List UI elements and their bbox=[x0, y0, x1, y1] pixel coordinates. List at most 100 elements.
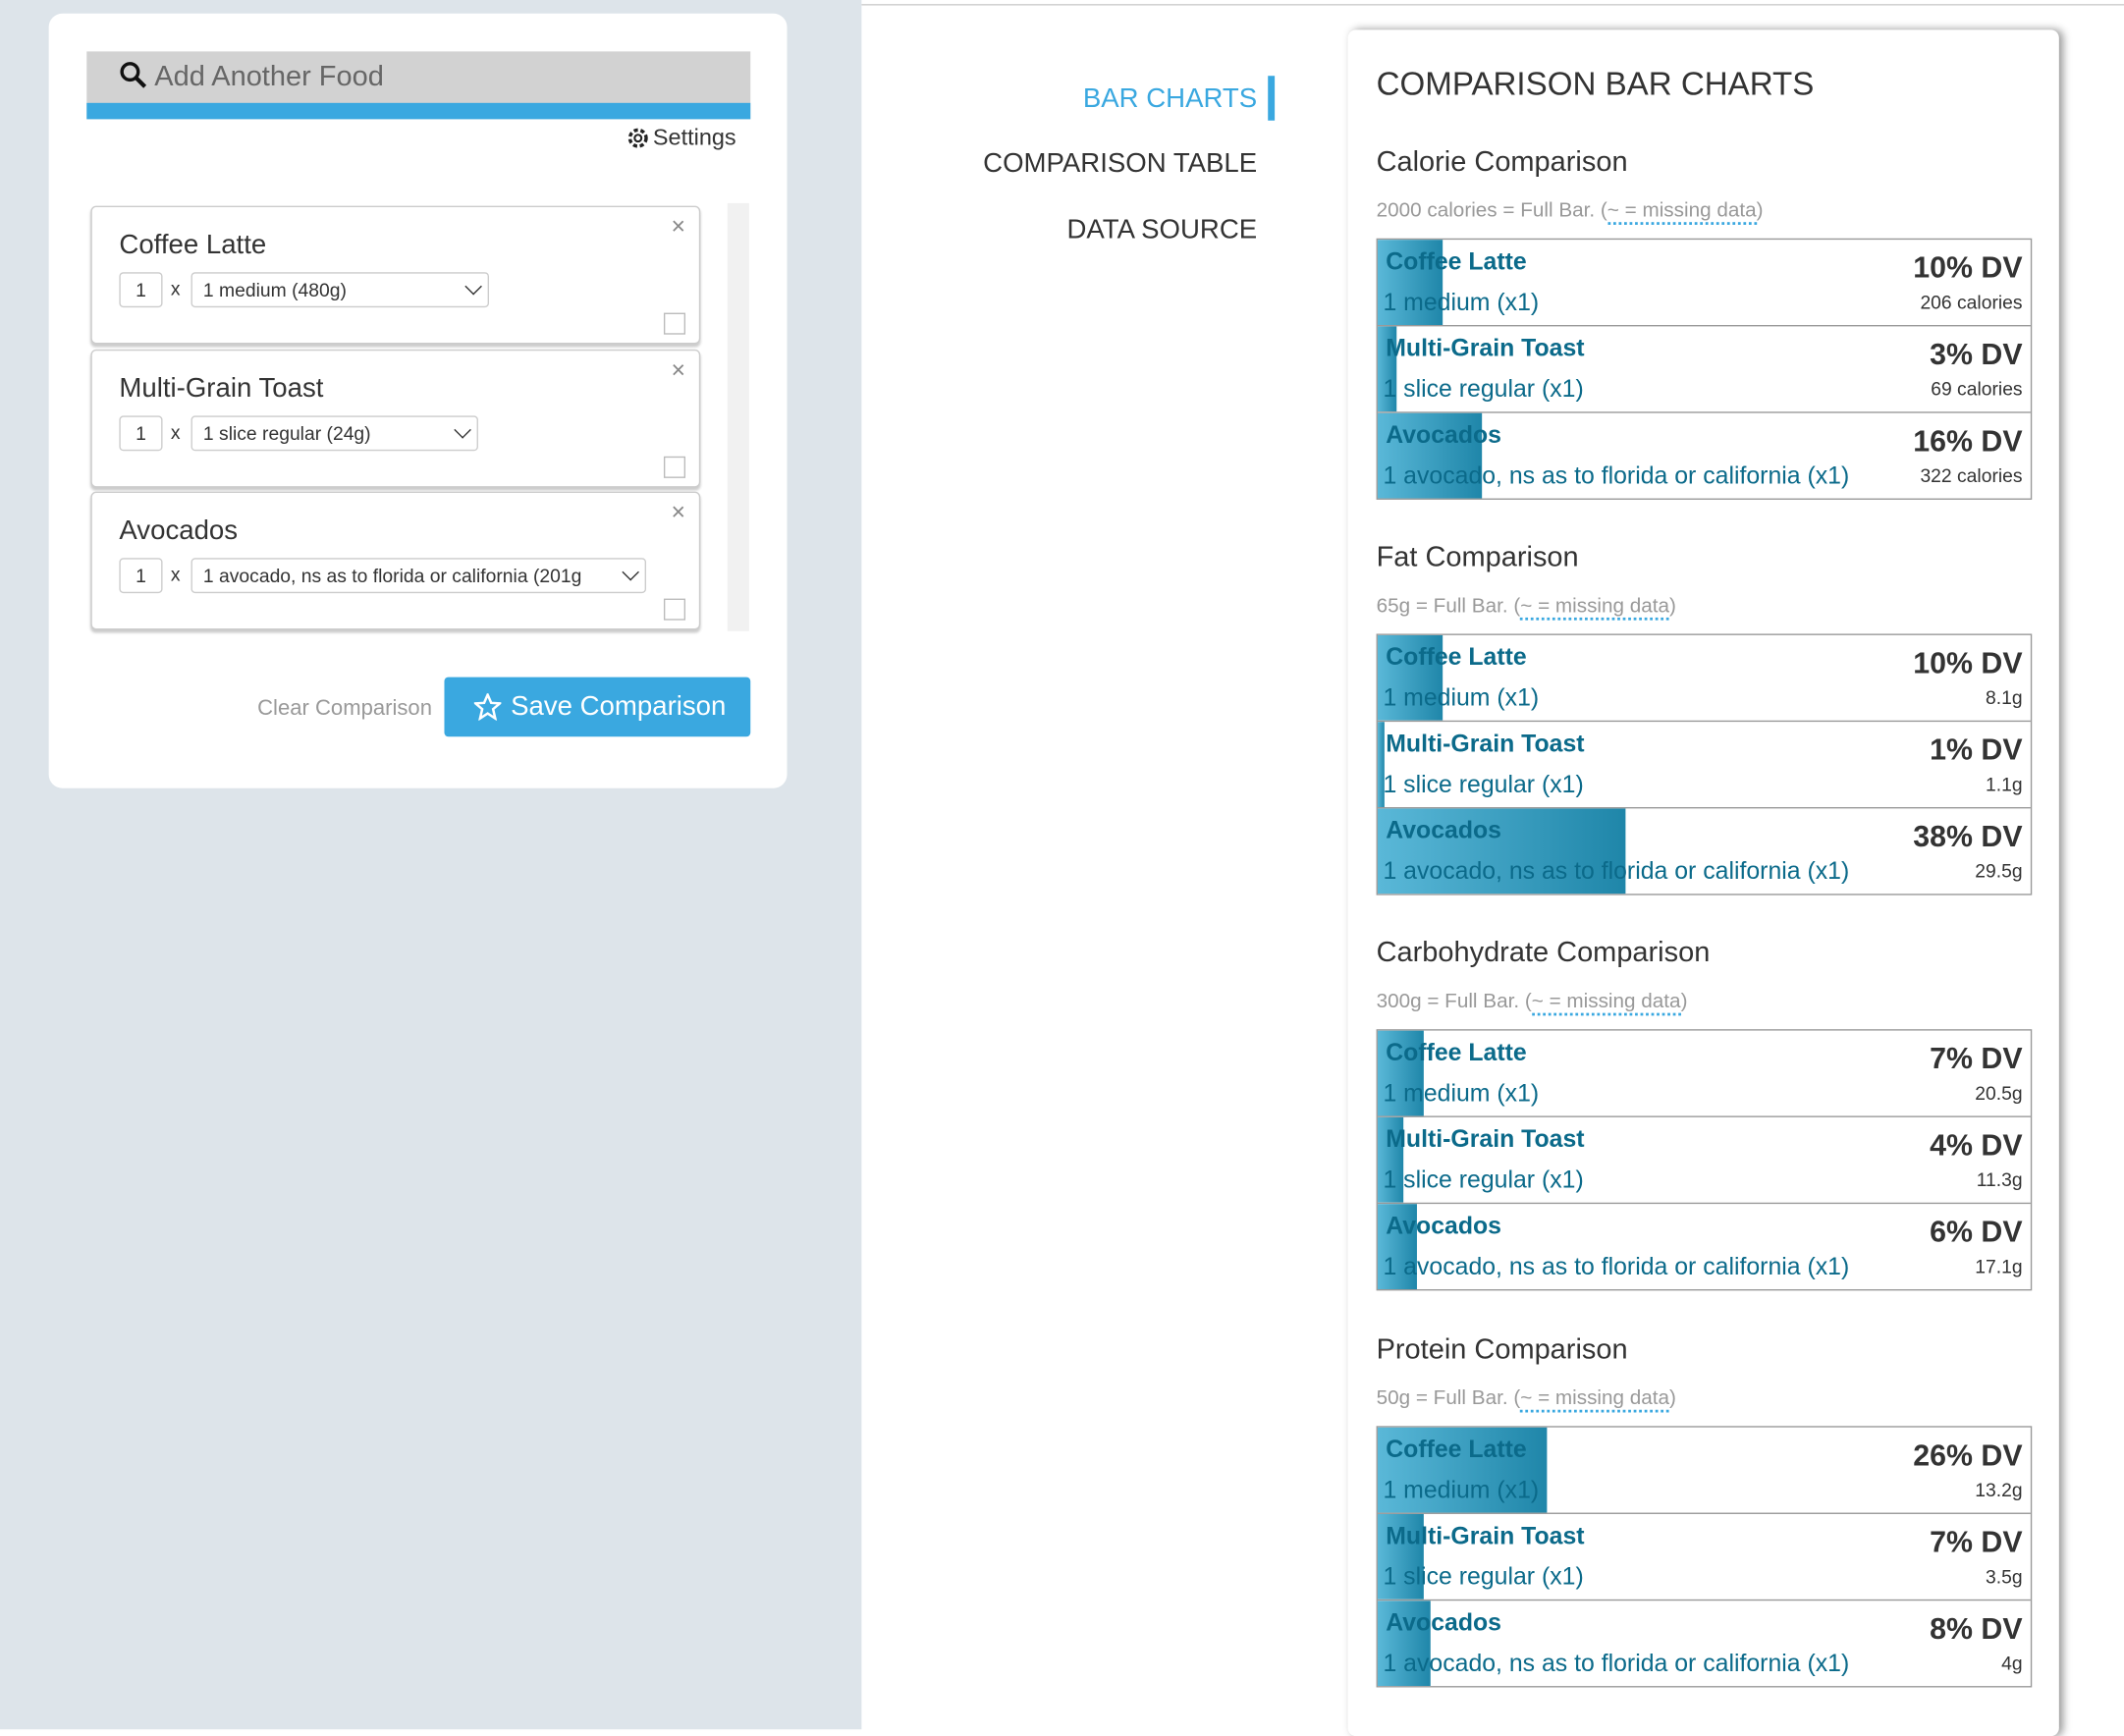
save-button[interactable]: Save Comparison bbox=[444, 677, 751, 737]
serving-label: 1 slice regular (x1) bbox=[1383, 1166, 1584, 1194]
serving-label: 1 avocado, ns as to florida or californi… bbox=[1383, 461, 1850, 489]
bar-row: Coffee Latte 1 medium (x1) 7% DV 20.5g bbox=[1377, 1030, 2031, 1116]
food-name: Avocados bbox=[1386, 420, 1501, 449]
amount-label: 3.5g bbox=[1986, 1565, 2023, 1588]
divider bbox=[861, 4, 2124, 6]
remove-button[interactable]: × bbox=[671, 498, 686, 526]
food-name: Multi-Grain Toast bbox=[1386, 1125, 1585, 1153]
bar-table: Coffee Latte 1 medium (x1) 10% DV 206 calor… bbox=[1376, 238, 2033, 500]
food-name: Coffee Latte bbox=[1386, 1038, 1527, 1066]
serving-label: 1 medium (x1) bbox=[1383, 683, 1540, 712]
section-title: Fat Comparison bbox=[1376, 541, 1579, 573]
bar-table: Coffee Latte 1 medium (x1) 10% DV 8.1g Multi… bbox=[1376, 633, 2033, 895]
save-label: Save Comparison bbox=[511, 691, 727, 723]
star-icon bbox=[473, 693, 502, 721]
times-sign: x bbox=[170, 563, 181, 585]
amount-label: 11.3g bbox=[1976, 1168, 2023, 1191]
bar-table: Coffee Latte 1 medium (x1) 7% DV 20.5g Multi… bbox=[1376, 1029, 2033, 1291]
amount-label: 4g bbox=[2001, 1652, 2023, 1674]
section-title: Protein Comparison bbox=[1376, 1333, 1628, 1366]
serving-label: 1 slice regular (x1) bbox=[1383, 375, 1584, 403]
dv-bar bbox=[1377, 1116, 1404, 1203]
bar-row: Avocados 1 avocado, ns as to florida or c… bbox=[1377, 411, 2031, 499]
amount-label: 20.5g bbox=[1975, 1081, 2023, 1105]
dv-bar bbox=[1377, 1427, 1548, 1513]
nav-link[interactable]: DATA SOURCE bbox=[1066, 215, 1258, 245]
food-name: Avocados bbox=[1386, 816, 1501, 844]
bar-row: Avocados 1 avocado, ns as to florida or c… bbox=[1377, 807, 2031, 895]
scrollbar[interactable] bbox=[727, 202, 749, 631]
dv-label: 8% DV bbox=[1930, 1611, 2023, 1646]
serving-select[interactable]: 1 medium (480g) bbox=[191, 272, 489, 308]
amount-label: 206 calories bbox=[1920, 291, 2023, 313]
settings-link[interactable]: Settings bbox=[652, 124, 736, 151]
note-text: ) bbox=[1756, 198, 1764, 223]
food-item: Avocados 1 x 1 avocado, ns as to florida or… bbox=[90, 491, 701, 630]
note-text: ) bbox=[1669, 1386, 1676, 1410]
missing-data-link[interactable]: ~ = missing data bbox=[1607, 198, 1757, 225]
dv-label: 26% DV bbox=[1913, 1438, 2023, 1473]
dv-bar bbox=[1377, 1513, 1424, 1600]
search-box[interactable]: Add Another Food bbox=[86, 51, 751, 120]
open-link-icon[interactable] bbox=[663, 456, 686, 478]
section-title: Calorie Comparison bbox=[1376, 145, 1628, 178]
dv-bar bbox=[1377, 1204, 1417, 1289]
open-link-icon[interactable] bbox=[663, 312, 686, 335]
dv-bar bbox=[1377, 1600, 1431, 1687]
food-name: Coffee Latte bbox=[1386, 247, 1527, 275]
dv-bar bbox=[1377, 722, 1385, 808]
panel-title: COMPARISON BAR CHARTS bbox=[1376, 66, 1815, 103]
food-name: Multi-Grain Toast bbox=[1386, 730, 1585, 757]
amount-label: 1.1g bbox=[1986, 773, 2023, 795]
food-name: Avocados bbox=[1386, 1608, 1501, 1637]
serving-label: 1 medium (x1) bbox=[1383, 288, 1540, 316]
serving-label: 1 avocado, ns as to florida or californi… bbox=[1383, 857, 1850, 885]
search-placeholder: Add Another Food bbox=[154, 61, 384, 92]
food-item: Multi-Grain Toast 1 x 1 slice regular (24g)… bbox=[90, 349, 701, 488]
note-text: 65g = Full Bar. ( bbox=[1376, 594, 1521, 618]
dv-bar bbox=[1377, 634, 1443, 721]
amount-label: 17.1g bbox=[1975, 1255, 2023, 1277]
missing-data-link[interactable]: ~ = missing data bbox=[1531, 990, 1681, 1016]
serving-select[interactable]: 1 avocado, ns as to florida or californi… bbox=[191, 558, 647, 594]
note-text: ) bbox=[1669, 594, 1676, 618]
nav-active-marker bbox=[1268, 76, 1276, 121]
bar-row: Coffee Latte 1 medium (x1) 10% DV 8.1g bbox=[1377, 634, 2031, 721]
search-icon bbox=[120, 62, 147, 88]
food-item: Coffee Latte 1 x 1 medium (480g) × bbox=[90, 205, 701, 345]
food-name: Coffee Latte bbox=[1386, 643, 1527, 671]
dv-bar bbox=[1377, 412, 1483, 499]
times-sign: x bbox=[170, 420, 181, 443]
nav-link[interactable]: COMPARISON TABLE bbox=[983, 148, 1258, 180]
dv-label: 3% DV bbox=[1930, 337, 2023, 371]
serving-select[interactable]: 1 slice regular (24g) bbox=[191, 415, 478, 452]
serving-label: 1 avocado, ns as to florida or californi… bbox=[1383, 1252, 1850, 1280]
open-link-icon[interactable] bbox=[663, 598, 686, 621]
remove-button[interactable]: × bbox=[671, 212, 686, 241]
clear-button[interactable]: Clear Comparison bbox=[257, 697, 432, 721]
dv-bar bbox=[1377, 808, 1626, 895]
dv-label: 38% DV bbox=[1913, 819, 2023, 853]
note-text: 2000 calories = Full Bar. ( bbox=[1376, 198, 1607, 223]
serving-label: 1 medium (x1) bbox=[1383, 1079, 1540, 1107]
food-name: Coffee Latte bbox=[1386, 1435, 1527, 1463]
bar-row: Coffee Latte 1 medium (x1) 10% DV 206 calor… bbox=[1377, 240, 2031, 326]
nav-link[interactable]: BAR CHARTS bbox=[1082, 83, 1258, 114]
note-text: ) bbox=[1680, 990, 1688, 1013]
quantity-input[interactable]: 1 bbox=[119, 272, 163, 308]
dv-label: 6% DV bbox=[1930, 1215, 2023, 1249]
remove-button[interactable]: × bbox=[671, 355, 686, 384]
missing-data-link[interactable]: ~ = missing data bbox=[1520, 1386, 1669, 1413]
serving-label: 1 slice regular (x1) bbox=[1383, 1562, 1584, 1591]
amount-label: 69 calories bbox=[1931, 377, 2023, 400]
quantity-input[interactable]: 1 bbox=[119, 415, 163, 452]
times-sign: x bbox=[170, 277, 181, 299]
serving-label: 1 medium (x1) bbox=[1383, 1476, 1540, 1503]
dv-label: 16% DV bbox=[1913, 423, 2023, 459]
missing-data-link[interactable]: ~ = missing data bbox=[1520, 594, 1669, 621]
food-name: Multi-Grain Toast bbox=[1386, 1522, 1585, 1549]
note-text: 300g = Full Bar. ( bbox=[1376, 990, 1532, 1013]
quantity-input[interactable]: 1 bbox=[119, 558, 163, 594]
